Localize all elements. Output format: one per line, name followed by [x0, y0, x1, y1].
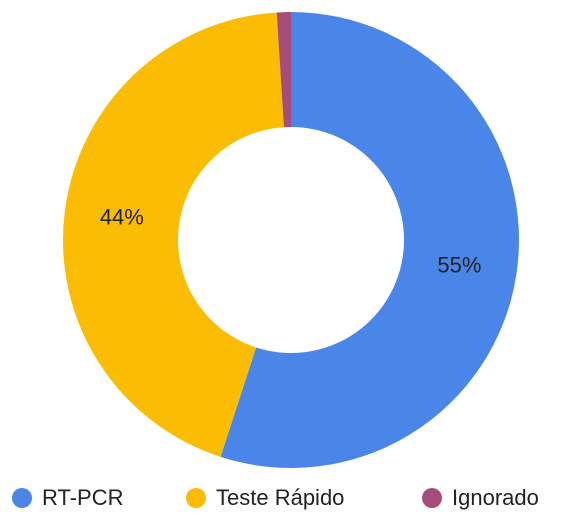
legend-label: Ignorado: [452, 485, 539, 510]
legend-marker: [12, 488, 32, 508]
legend-label: Teste Rápido: [216, 485, 344, 510]
slice-label: 55%: [437, 252, 481, 277]
donut-slice: [220, 12, 520, 468]
slice-label: 44%: [100, 204, 144, 229]
legend-marker: [422, 488, 442, 508]
legend-label: RT-PCR: [42, 485, 124, 510]
donut-slice: [276, 12, 291, 128]
legend-marker: [186, 488, 206, 508]
donut-slice: [63, 12, 284, 457]
